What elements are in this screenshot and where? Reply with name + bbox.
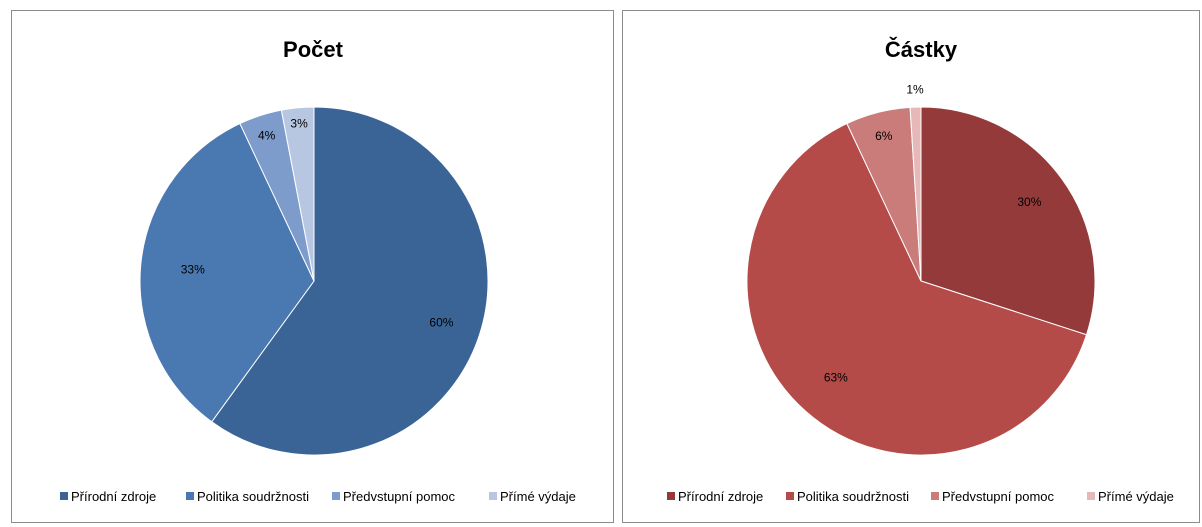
legend-swatch — [186, 492, 194, 500]
pie-data-label: 30% — [1017, 195, 1041, 209]
legend-label: Předvstupní pomoc — [343, 489, 456, 504]
pie-slice — [211, 106, 489, 456]
legend-swatch — [60, 492, 68, 500]
pie-data-label: 60% — [429, 315, 453, 329]
pie-slice — [746, 122, 1088, 456]
pie-slices — [139, 106, 489, 456]
legend-swatch — [667, 492, 675, 500]
legend-label: Politika soudržnosti — [197, 489, 309, 504]
pie-slice — [920, 106, 1096, 336]
legend-swatch — [332, 492, 340, 500]
legend-label: Přírodní zdroje — [678, 489, 763, 504]
pie-data-labels: 30% 63% 6% 1% — [824, 83, 1042, 385]
chart-legend: Přírodní zdroje Politika soudržnosti Předv… — [60, 489, 576, 504]
chart-panel-pocet: Počet 60% 33% 4% 3% Přírodní zdroje Politika… — [11, 10, 614, 523]
pie-slice — [139, 122, 315, 423]
pie-data-label: 63% — [824, 371, 848, 385]
pie-data-label: 4% — [258, 128, 276, 142]
legend-label: Předvstupní pomoc — [942, 489, 1055, 504]
pie-slices — [746, 106, 1096, 456]
pie-chart-pocet: Počet 60% 33% 4% 3% Přírodní zdroje Politika… — [60, 37, 576, 504]
legend-swatch — [489, 492, 497, 500]
legend-swatch — [931, 492, 939, 500]
pie-data-labels: 60% 33% 4% 3% — [181, 116, 454, 329]
chart-title: Částky — [885, 37, 958, 62]
legend-swatch — [1087, 492, 1095, 500]
pie-data-label: 3% — [290, 116, 308, 130]
legend-label: Politika soudržnosti — [797, 489, 909, 504]
pie-slice — [280, 106, 315, 282]
chart-legend: Přírodní zdroje Politika soudržnosti Předv… — [667, 489, 1174, 504]
legend-label: Přímé výdaje — [1098, 489, 1174, 504]
legend-label: Přírodní zdroje — [71, 489, 156, 504]
pie-chart-castky: Částky 30% 63% 6% 1% Přírodní zdroje Politik… — [667, 37, 1174, 504]
pie-data-label: 33% — [181, 263, 205, 277]
pie-slice — [909, 106, 922, 282]
chart-panel-castky: Částky 30% 63% 6% 1% Přírodní zdroje Politik… — [622, 10, 1200, 523]
pie-data-label: 1% — [906, 83, 924, 97]
legend-label: Přímé výdaje — [500, 489, 576, 504]
chart-title: Počet — [283, 37, 344, 62]
pie-data-label: 6% — [875, 129, 893, 143]
legend-swatch — [786, 492, 794, 500]
